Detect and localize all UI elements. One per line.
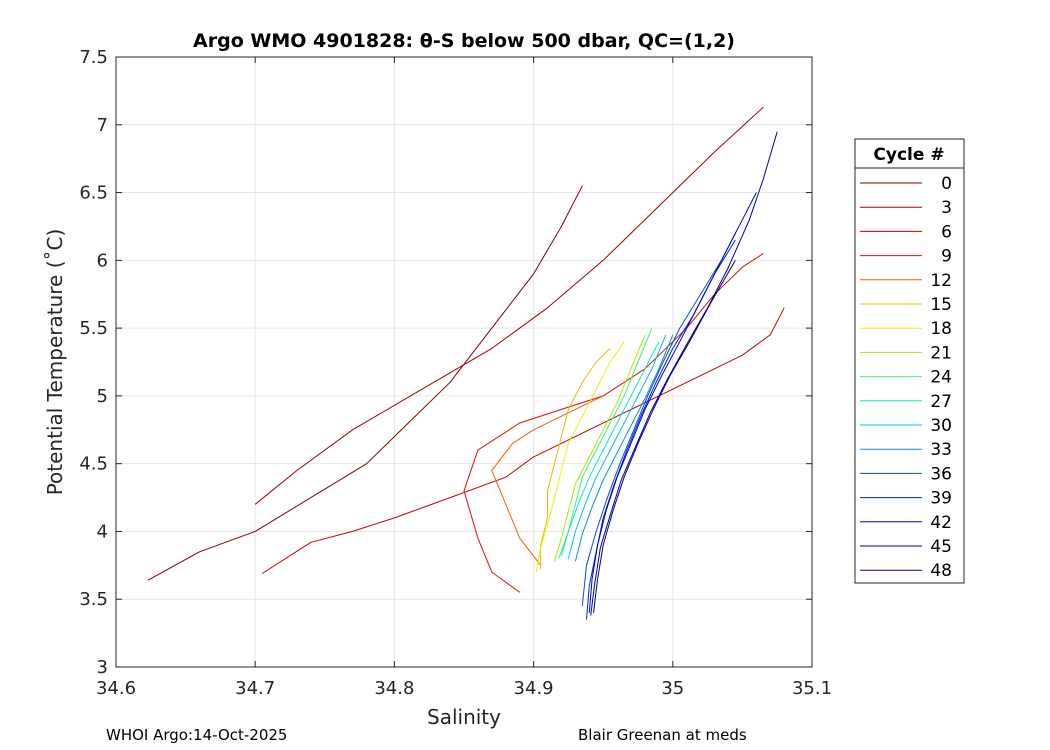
- series-line-cycle-24: [558, 327, 653, 559]
- legend-label-cycle-9: 9: [941, 247, 952, 267]
- legend-label-cycle-6: 6: [941, 222, 952, 242]
- y-tick-label: 3: [97, 657, 108, 678]
- x-tick-label: 34.6: [96, 678, 136, 699]
- series-line-cycle-45: [590, 131, 778, 616]
- x-axis-label: Salinity: [427, 705, 501, 729]
- legend-label-cycle-27: 27: [930, 392, 952, 412]
- legend-label-cycle-36: 36: [930, 464, 952, 484]
- plot-lines: [147, 106, 785, 620]
- x-tick-label: 35: [661, 678, 684, 699]
- legend-label-cycle-39: 39: [930, 489, 952, 509]
- series-line-cycle-0: [147, 185, 583, 581]
- series-line-cycle-33: [574, 334, 674, 562]
- legend-label-cycle-33: 33: [930, 440, 952, 460]
- legend-label-cycle-0: 0: [941, 174, 952, 194]
- y-tick-label: 5: [97, 386, 108, 407]
- legend-label-cycle-12: 12: [930, 271, 952, 291]
- series-line-cycle-6: [261, 307, 785, 574]
- legend-label-cycle-3: 3: [941, 198, 952, 218]
- series-line-cycle-18: [535, 341, 625, 573]
- y-tick-label: 5.5: [79, 318, 108, 339]
- y-tick-label: 3.5: [79, 589, 108, 610]
- legend-label-cycle-42: 42: [930, 513, 952, 533]
- legend-label-cycle-30: 30: [930, 416, 952, 436]
- legend-label-cycle-45: 45: [930, 537, 952, 557]
- y-tick-label: 6.5: [79, 183, 108, 204]
- series-line-cycle-21: [554, 334, 646, 562]
- series-line-cycle-42: [588, 192, 757, 613]
- legend-label-cycle-21: 21: [930, 343, 952, 363]
- y-axis-label: Potential Temperature (˚C): [43, 229, 67, 496]
- y-tick-label: 4.5: [79, 454, 108, 475]
- x-tick-label: 34.8: [374, 678, 414, 699]
- x-axis: 34.6 34.7 34.8 34.9 35 35.1: [96, 57, 832, 699]
- x-tick-label: 34.7: [235, 678, 275, 699]
- footer-right: Blair Greenan at meds: [578, 726, 747, 744]
- series-line-cycle-36: [581, 232, 736, 607]
- legend-label-cycle-15: 15: [930, 295, 952, 315]
- series-line-cycle-48: [593, 260, 736, 613]
- x-tick-label: 35.1: [792, 678, 832, 699]
- footer-left: WHOI Argo:14-Oct-2025: [106, 726, 287, 744]
- y-tick-label: 7.5: [79, 47, 108, 68]
- chart-title: Argo WMO 4901828: θ-S below 500 dbar, QC…: [193, 30, 735, 52]
- legend-label-cycle-48: 48: [930, 561, 952, 581]
- series-line-cycle-15: [540, 348, 611, 570]
- legend-label-cycle-18: 18: [930, 319, 952, 339]
- legend-label-cycle-24: 24: [930, 368, 952, 388]
- y-tick-label: 6: [97, 250, 108, 271]
- series-line-cycle-30: [567, 334, 667, 559]
- grid: [115, 56, 813, 668]
- legend-box: [854, 138, 965, 584]
- series-line-cycle-12: [491, 395, 604, 566]
- legend-title: Cycle #: [873, 145, 944, 165]
- y-tick-label: 4: [97, 521, 108, 542]
- y-tick-label: 7: [97, 115, 108, 136]
- plot-frame: [115, 56, 813, 668]
- x-tick-label: 34.9: [514, 678, 554, 699]
- series-line-cycle-3: [254, 106, 764, 505]
- y-axis: 3 3.5 4 4.5 5 5.5 6 6.5 7 7.5: [79, 47, 812, 678]
- series-line-cycle-27: [560, 341, 660, 556]
